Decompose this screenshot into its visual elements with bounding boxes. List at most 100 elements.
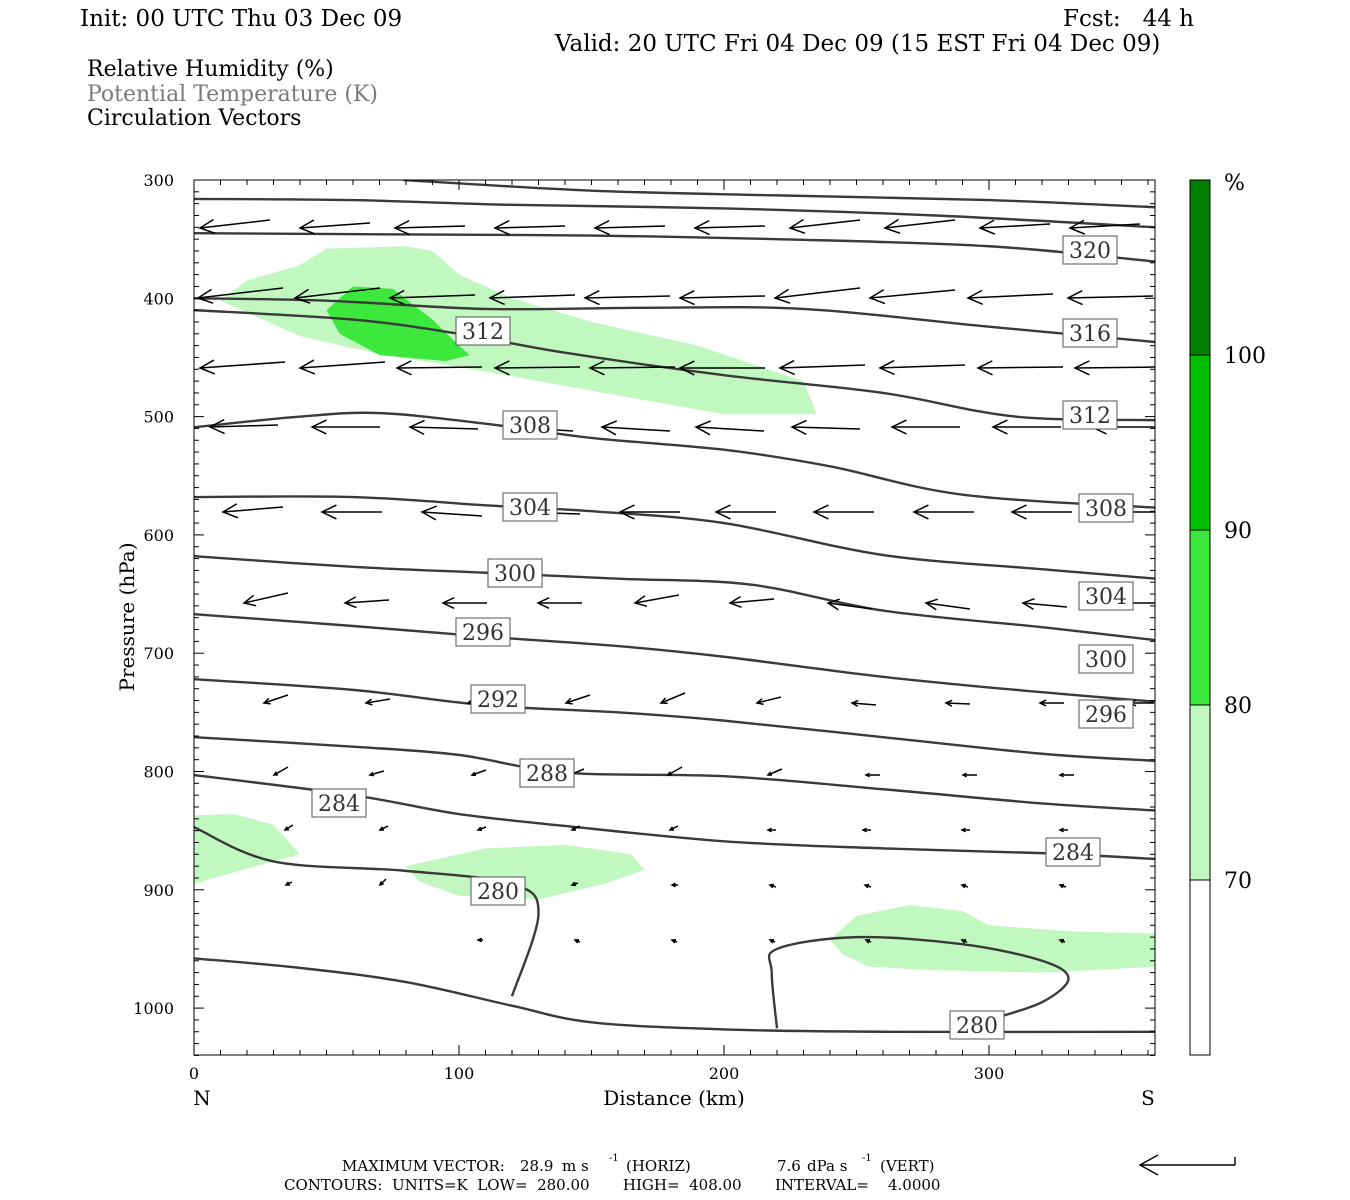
theta-label-1-box [1062,235,1118,265]
legend-vectors-title: Circulation Vectors [87,106,302,131]
circulation-vector-26 [778,359,866,376]
circulation-vector-24 [588,360,676,376]
theta-label-10-box [519,758,575,788]
theta-label-13-box [949,1010,1005,1040]
circulation-vector-95 [960,883,969,889]
legend-theta-title: Potential Temperature (K) [87,82,378,107]
circulation-vector-31 [310,419,380,435]
circulation-vector-99 [670,938,678,944]
contour-labels: 320 316 312 308 304 300 296 292 288 284 280 280 312 3… [311,235,1134,1040]
theta-label-3: 316 [1069,322,1111,347]
contours-info: CONTOURS: UNITS=K LOW= 280.00 HIGH= 408.… [284,1176,941,1194]
theta-contour-4 [194,308,1155,422]
max-horiz-value: 28.9 [520,1157,554,1175]
y-tick-label-3: 600 [143,526,174,545]
circulation-vector-72 [470,769,487,777]
theta-label-12: 280 [477,880,519,905]
circulation-vector-71 [368,770,385,777]
colorbar-swatch-2 [1189,529,1211,706]
theta-contour-7 [194,554,1155,642]
y-tick-label-5: 800 [143,763,174,782]
circulation-vector-0 [198,218,271,234]
circulation-vector-61 [364,698,391,706]
circulation-vector-89 [378,878,387,887]
circulation-vector-41 [320,504,382,520]
circulation-vector-98 [573,938,581,944]
x-tick-label-1: 100 [444,1064,475,1083]
max-vert-value: 7.6 [777,1157,801,1175]
circulation-vector-34 [600,420,671,436]
theta-label-11: 284 [318,792,360,817]
colorbar-swatch-4 [1189,179,1211,356]
x-axis-title: Distance (km) [603,1086,745,1110]
circulation-vector-97 [476,937,483,943]
circulation-vector-64 [659,692,686,705]
circulation-vector-37 [890,419,960,435]
circulation-vector-1 [298,219,371,235]
theta-label-5-box [502,410,558,440]
circulation-vector-84 [766,827,776,833]
rh-region-3 [406,844,645,900]
circulation-vector-85 [861,827,871,833]
init-time: Init: 00 UTC Thu 03 Dec 09 [80,6,403,32]
y-tick-label-1: 400 [143,289,174,308]
circulation-vector-38 [991,419,1061,435]
theta-label-right-0-box [1062,400,1118,430]
circulation-vector-32 [408,419,479,436]
theta-contour-10 [194,735,1155,812]
y-tick-label-4: 700 [143,644,174,663]
circulation-vector-20 [198,359,286,375]
circulation-vector-48 [1010,504,1072,520]
circulation-vector-68 [1038,699,1064,707]
rh-region-4 [830,905,1155,973]
theta-contour-14 [194,957,1155,1034]
theta-label-7-box [487,558,543,588]
circulation-vector-45 [714,504,776,520]
theta-contour-5 [194,411,1155,509]
max-vert-tag: (VERT) [880,1157,935,1175]
circulation-vector-93 [768,883,777,889]
circulation-vector-100 [768,938,776,944]
circulation-vector-17 [868,289,956,305]
circulation-vector-55 [728,596,775,609]
theta-label-7: 300 [494,562,536,587]
circulation-vector-80 [378,825,389,831]
circulation-vector-54 [633,594,680,608]
circulation-vector-51 [343,596,390,609]
circulation-vector-22 [395,360,483,376]
circulation-vector-35 [694,420,765,436]
circulation-vector-27 [878,359,966,376]
circulation-vector-66 [850,699,877,708]
circulation-vector-19 [1066,290,1154,306]
theta-label-11-box [311,788,367,818]
colorbar-swatch-3 [1189,354,1211,531]
theta-label-5: 308 [509,414,551,439]
rh-region-2 [194,814,300,884]
theta-label-9-box [470,684,526,714]
theta-contour-12 [194,825,540,997]
colorbar-label-3: 100 [1224,344,1266,369]
max-horiz-unit: m s [562,1157,589,1175]
x-tick-label-3: 300 [974,1064,1005,1083]
circulation-vector-91 [570,881,579,887]
circulation-vector-29 [1073,360,1155,376]
circulation-vector-14 [583,290,671,306]
legend-rh-title: Relative Humidity (%) [87,57,334,82]
circulation-vector-63 [564,694,591,705]
circulation-vector-88 [284,881,293,886]
forecast-hour: Fcst: 44 h [1063,6,1194,32]
circulation-vector-101 [864,938,872,944]
y-tick-label-7: 1000 [133,999,174,1018]
max-vert-unit-exponent: -1 [862,1153,872,1164]
theta-label-right-3-box [1078,644,1134,674]
valid-time: Valid: 20 UTC Fri 04 Dec 09 (15 EST Fri … [555,31,1161,57]
circulation-vector-74 [666,766,683,776]
circulation-vector-79 [283,824,294,831]
theta-label-right-5-box [1045,837,1101,867]
axis-ticks: 300 400 500 600 700 800 900 1000 0 100 200 300 [133,171,1155,1083]
theta-label-right-4: 296 [1085,703,1127,728]
circulation-vector-42 [420,505,483,521]
theta-contour-9 [194,678,1155,762]
circulation-vector-58 [1021,597,1068,610]
theta-contour-0 [403,180,1155,209]
